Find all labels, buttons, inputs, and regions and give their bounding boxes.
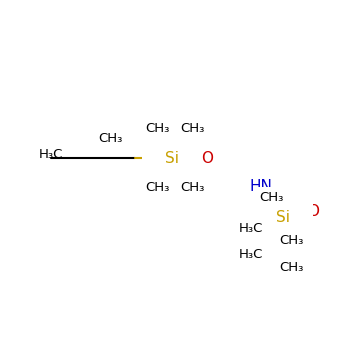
Text: CH₃: CH₃ <box>181 181 205 194</box>
Text: H₃C: H₃C <box>239 222 264 235</box>
Text: CH₃: CH₃ <box>145 122 169 135</box>
Text: Si: Si <box>276 210 290 225</box>
Text: CH₃: CH₃ <box>279 261 303 274</box>
Text: HN: HN <box>250 180 273 194</box>
Text: CH₃: CH₃ <box>145 181 169 194</box>
Text: O: O <box>201 150 213 166</box>
Text: H₃C: H₃C <box>239 248 264 261</box>
Text: CH₃: CH₃ <box>279 234 303 247</box>
Text: CH₃: CH₃ <box>98 132 123 145</box>
Text: CH₃: CH₃ <box>259 191 284 204</box>
Text: CH₃: CH₃ <box>181 122 205 135</box>
Text: H₃C: H₃C <box>39 148 63 161</box>
Text: Si: Si <box>165 150 179 166</box>
Text: O: O <box>307 204 319 219</box>
